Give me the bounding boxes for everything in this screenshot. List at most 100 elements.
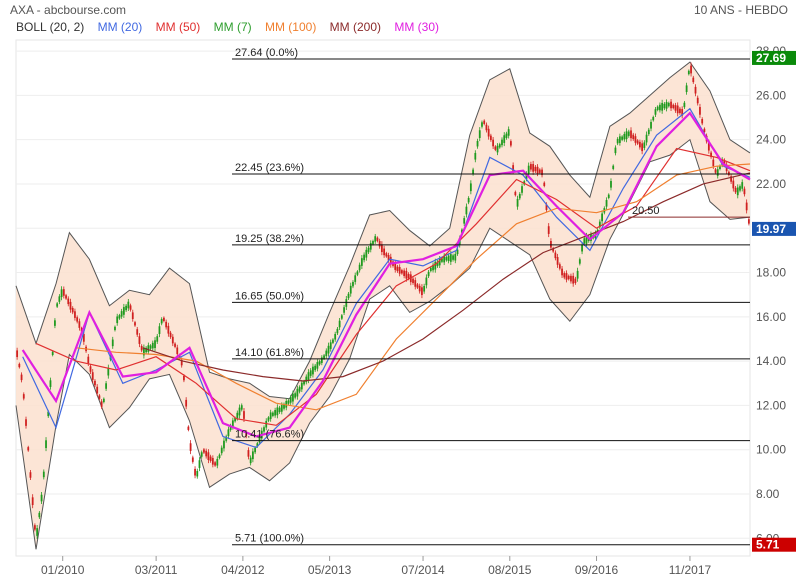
price-candle bbox=[36, 528, 39, 536]
price-candle bbox=[514, 191, 517, 196]
y-tick-label: 18.00 bbox=[756, 266, 786, 280]
price-candle bbox=[78, 321, 81, 328]
price-candle bbox=[207, 452, 210, 461]
price-candle bbox=[191, 457, 194, 462]
y-tick-label: 16.00 bbox=[756, 310, 786, 324]
price-candle bbox=[60, 289, 63, 298]
price-candle bbox=[505, 133, 508, 138]
price-candle bbox=[530, 164, 532, 170]
price-candle bbox=[521, 186, 523, 193]
price-candle bbox=[347, 293, 350, 299]
price-candle bbox=[367, 247, 370, 253]
price-candle bbox=[747, 219, 750, 224]
legend-item-mm200[interactable]: MM (200) bbox=[329, 20, 382, 34]
price-candle bbox=[719, 165, 721, 169]
price-candle bbox=[474, 152, 477, 160]
price-candle bbox=[56, 303, 59, 307]
price-candle bbox=[676, 105, 679, 114]
price-candle bbox=[363, 254, 365, 261]
price-candle bbox=[554, 252, 557, 259]
price-candle bbox=[34, 525, 36, 530]
legend-item-mm50[interactable]: MM (50) bbox=[155, 20, 201, 34]
price-candle bbox=[385, 253, 388, 257]
price-candle bbox=[487, 128, 490, 137]
price-candle bbox=[343, 307, 345, 313]
price-candle bbox=[263, 427, 265, 432]
price-candle bbox=[309, 370, 312, 376]
price-candle bbox=[612, 165, 615, 169]
fib-label: 27.64 (0.0%) bbox=[235, 47, 298, 59]
legend-item-mm30[interactable]: MM (30) bbox=[394, 20, 440, 34]
price-candle bbox=[269, 412, 272, 420]
price-candle bbox=[127, 301, 130, 309]
support-label: 20.50 bbox=[632, 205, 660, 217]
price-candle bbox=[610, 181, 612, 188]
indicator-legend: BOLL (20, 2) MM (20) MM (50) MM (7) MM (… bbox=[16, 20, 449, 34]
price-candle bbox=[307, 372, 310, 380]
price-candle bbox=[98, 395, 101, 399]
price-candle bbox=[87, 356, 90, 364]
price-candle bbox=[94, 380, 96, 386]
price-candle bbox=[216, 458, 219, 466]
price-badge-label: 5.71 bbox=[756, 538, 780, 552]
price-candle bbox=[142, 347, 145, 356]
price-candle bbox=[334, 334, 337, 340]
price-candle bbox=[429, 267, 432, 272]
price-candle bbox=[223, 440, 225, 449]
price-candle bbox=[376, 237, 379, 241]
price-candle bbox=[618, 136, 621, 143]
fib-label: 16.65 (50.0%) bbox=[235, 290, 304, 302]
price-candle bbox=[570, 275, 572, 282]
legend-item-mm7[interactable]: MM (7) bbox=[213, 20, 252, 34]
price-candle bbox=[203, 449, 205, 453]
fib-label: 19.25 (38.2%) bbox=[235, 233, 304, 245]
price-candle bbox=[550, 240, 552, 248]
moving-averages bbox=[21, 107, 751, 449]
x-tick-label: 04/2012 bbox=[221, 563, 265, 577]
legend-item-boll[interactable]: BOLL (20, 2) bbox=[16, 20, 85, 34]
y-tick-label: 24.00 bbox=[756, 133, 786, 147]
price-candle bbox=[425, 277, 428, 286]
price-candle bbox=[383, 248, 386, 256]
price-candle bbox=[561, 268, 563, 276]
price-candle bbox=[641, 143, 644, 152]
price-candle bbox=[494, 146, 497, 150]
price-candle bbox=[49, 380, 52, 387]
price-candle bbox=[701, 119, 704, 124]
price-candle bbox=[116, 316, 119, 324]
price-candle bbox=[670, 101, 672, 109]
price-candle bbox=[652, 116, 655, 121]
price-candle bbox=[145, 347, 148, 353]
price-candle bbox=[240, 405, 243, 410]
price-candle bbox=[696, 97, 699, 104]
price-candle bbox=[287, 400, 290, 404]
price-candle bbox=[427, 271, 430, 277]
y-tick-label: 22.00 bbox=[756, 177, 786, 191]
price-candle bbox=[174, 343, 176, 347]
price-candle bbox=[694, 86, 697, 94]
price-candle bbox=[627, 131, 630, 136]
price-candle bbox=[243, 411, 245, 419]
price-candle bbox=[716, 169, 719, 176]
price-candle bbox=[674, 105, 677, 111]
ma-line bbox=[142, 172, 751, 382]
price-candle bbox=[82, 334, 85, 342]
price-candle bbox=[496, 145, 499, 153]
price-candle bbox=[645, 134, 648, 143]
price-candle bbox=[621, 136, 624, 140]
legend-item-mm100[interactable]: MM (100) bbox=[264, 20, 317, 34]
price-badge bbox=[752, 50, 796, 65]
price-candle bbox=[107, 367, 110, 376]
x-tick-label: 07/2014 bbox=[401, 563, 445, 577]
price-candle bbox=[389, 256, 392, 265]
price-candle bbox=[225, 436, 228, 441]
price-candle bbox=[118, 315, 121, 319]
price-candle bbox=[140, 345, 143, 351]
price-candle bbox=[501, 139, 503, 146]
legend-item-mm20[interactable]: MM (20) bbox=[97, 20, 143, 34]
price-candle bbox=[74, 311, 76, 318]
price-candle bbox=[67, 298, 70, 305]
price-candle bbox=[354, 275, 357, 282]
y-axis: 6.008.0010.0012.0014.0016.0018.0020.0022… bbox=[756, 44, 786, 545]
